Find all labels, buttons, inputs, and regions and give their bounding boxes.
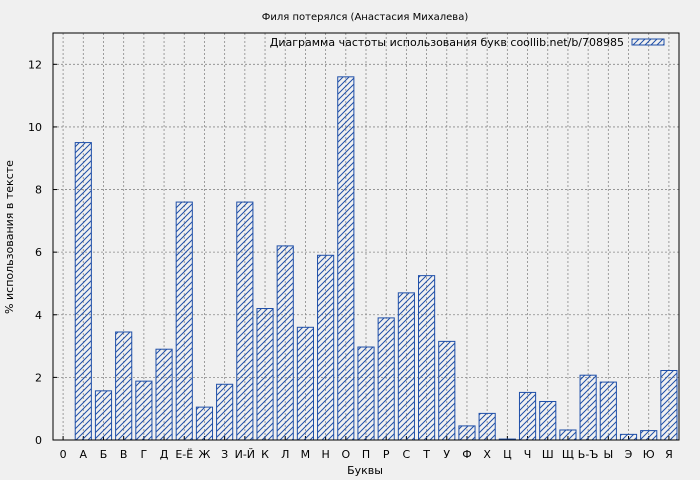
bar — [458, 425, 476, 441]
x-tick-label: И-Й — [235, 448, 255, 461]
bar — [478, 412, 496, 441]
legend-label: Диаграмма частоты использования букв coo… — [270, 36, 624, 49]
x-tick-label: Б — [100, 448, 108, 461]
x-tick-label: Э — [625, 448, 633, 461]
y-tick-label: 0 — [35, 434, 42, 447]
bar — [397, 292, 415, 441]
bar — [115, 331, 133, 441]
x-tick-label: Х — [483, 448, 491, 461]
y-tick-label: 2 — [35, 371, 42, 384]
x-tick-label: Г — [141, 448, 148, 461]
bar — [579, 374, 597, 441]
x-tick-label: Ф — [462, 448, 471, 461]
bar — [619, 433, 638, 441]
plot-frame — [52, 32, 680, 441]
bar — [640, 430, 658, 441]
chart-title: Филя потерялся (Анастасия Михалева) — [262, 12, 469, 23]
x-tick-label: Ю — [643, 448, 655, 461]
x-tick-label: Ц — [503, 448, 512, 461]
bar — [135, 380, 153, 441]
y-tick-label: 10 — [28, 121, 42, 134]
bar — [539, 400, 557, 441]
x-tick-label: 0 — [60, 448, 67, 461]
x-tick-label: Ч — [524, 448, 532, 461]
bar — [660, 369, 678, 441]
y-tick-label: 4 — [35, 309, 42, 322]
bar — [599, 381, 617, 441]
legend-swatch — [631, 38, 665, 46]
x-tick-label: Ш — [542, 448, 554, 461]
y-axis-label: % использования в тексте — [3, 160, 16, 314]
x-tick-label: Д — [160, 448, 169, 461]
x-tick-label: Ы — [603, 448, 613, 461]
x-tick-label: З — [221, 448, 228, 461]
bar — [236, 201, 254, 441]
x-tick-label: С — [403, 448, 411, 461]
bar — [357, 346, 375, 441]
x-tick-label: П — [362, 448, 370, 461]
x-tick-label: К — [261, 448, 269, 461]
bar — [94, 390, 113, 441]
bar — [377, 317, 395, 441]
bar — [559, 429, 577, 441]
x-tick-label: Ж — [199, 448, 211, 461]
bar — [518, 391, 537, 441]
x-tick-label: Ь-Ъ — [578, 448, 599, 461]
x-tick-label: Т — [422, 448, 430, 461]
bar — [74, 142, 92, 441]
bar — [276, 245, 294, 441]
bar — [418, 275, 436, 441]
y-tick-label: 12 — [28, 58, 42, 71]
bar — [296, 326, 314, 441]
bar — [438, 340, 456, 441]
x-tick-label: У — [443, 448, 450, 461]
x-tick-label: Щ — [562, 448, 574, 461]
x-tick-label: В — [120, 448, 128, 461]
x-tick-label: М — [301, 448, 311, 461]
x-tick-label: Л — [281, 448, 289, 461]
x-tick-label: Я — [665, 448, 673, 461]
legend: Диаграмма частоты использования букв coo… — [270, 36, 665, 49]
bar — [155, 348, 173, 441]
bar — [216, 383, 234, 441]
bar — [195, 406, 214, 441]
bar — [175, 201, 193, 441]
y-tick-label: 8 — [35, 184, 42, 197]
bar — [256, 308, 274, 441]
x-tick-label: О — [341, 448, 350, 461]
y-tick-label: 6 — [35, 246, 42, 259]
x-tick-label: А — [80, 448, 88, 461]
x-tick-label: Е-Ё — [175, 448, 193, 461]
bar — [317, 254, 335, 441]
x-tick-label: Р — [383, 448, 390, 461]
x-axis-label: Буквы — [347, 464, 383, 477]
bar — [337, 76, 355, 441]
x-tick-label: Н — [321, 448, 329, 461]
